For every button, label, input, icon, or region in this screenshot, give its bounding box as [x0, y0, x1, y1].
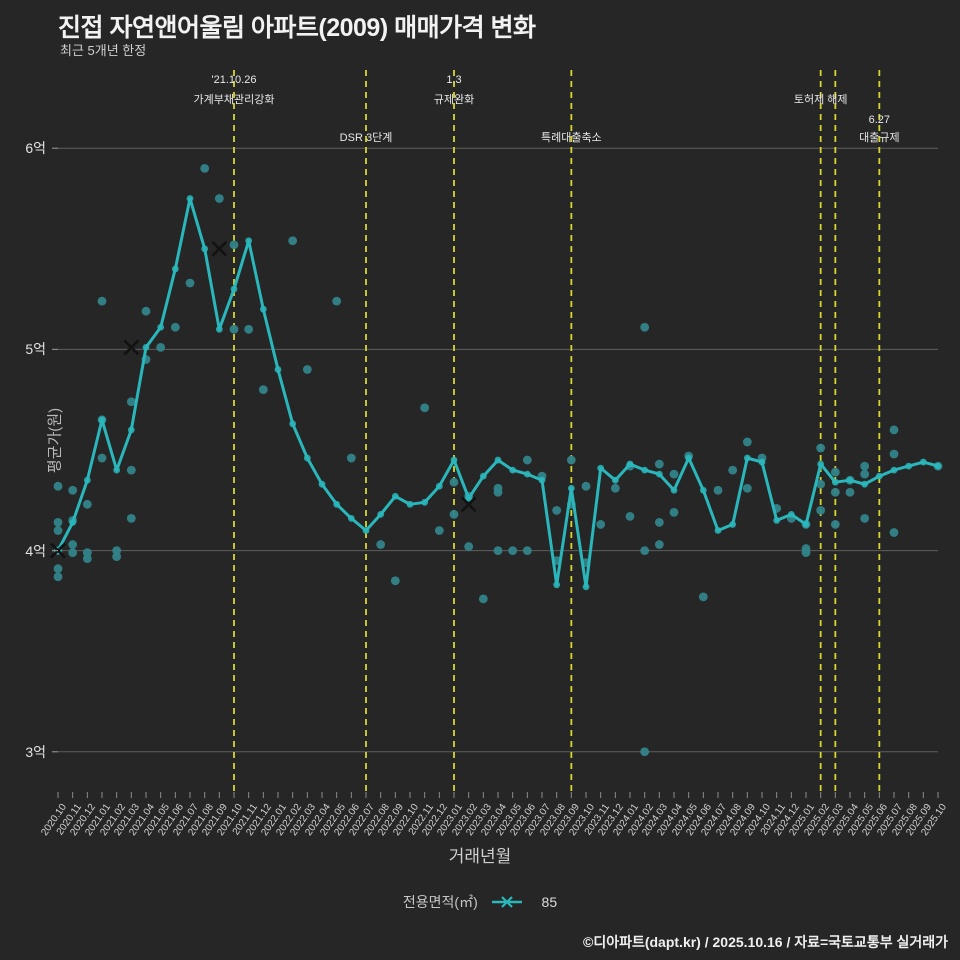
event-name-label: 대출규제	[859, 132, 900, 144]
x-axis-title: 거래년월	[448, 847, 512, 866]
event-lines	[233, 70, 881, 792]
y-axis-title: 평균가(원)	[46, 407, 64, 474]
series-x-markers	[50, 240, 477, 559]
x-marker-icon	[490, 895, 524, 909]
y-axis-ticks	[52, 147, 58, 753]
y-axis-tick-label: 3억	[25, 743, 46, 760]
y-axis-tick-label: 5억	[25, 341, 46, 358]
page-subtitle: 최근 5개년 한정	[60, 43, 147, 58]
event-date-label: '21.10.26	[211, 74, 257, 86]
x-axis-ticks	[57, 792, 939, 798]
y-axis-tick-label: 6억	[25, 140, 46, 157]
chart-legend: 전용면적(㎡) 85	[0, 892, 960, 912]
event-name-label: 토허제 해제	[793, 94, 848, 106]
event-name-label: 가계부채관리강화	[193, 94, 275, 106]
series-points	[54, 195, 942, 591]
footer-credit: ©디아파트(dapt.kr) / 2025.10.16 / 자료=국토교통부 실…	[583, 934, 948, 950]
event-name-label: 규제완화	[433, 94, 475, 106]
gridlines	[58, 147, 938, 753]
event-date-label: 1.3	[446, 74, 462, 86]
y-axis-tick-label: 4억	[25, 542, 46, 559]
legend-title: 전용면적(㎡)	[402, 894, 478, 910]
event-date-label: 6.27	[868, 114, 891, 126]
page-title: 진접 자연앤어울림 아파트(2009) 매매가격 변화	[58, 14, 536, 42]
event-name-label: 특례대출축소	[540, 132, 602, 144]
event-name-label: DSR 3단계	[339, 132, 393, 144]
legend-value: 85	[541, 894, 558, 910]
